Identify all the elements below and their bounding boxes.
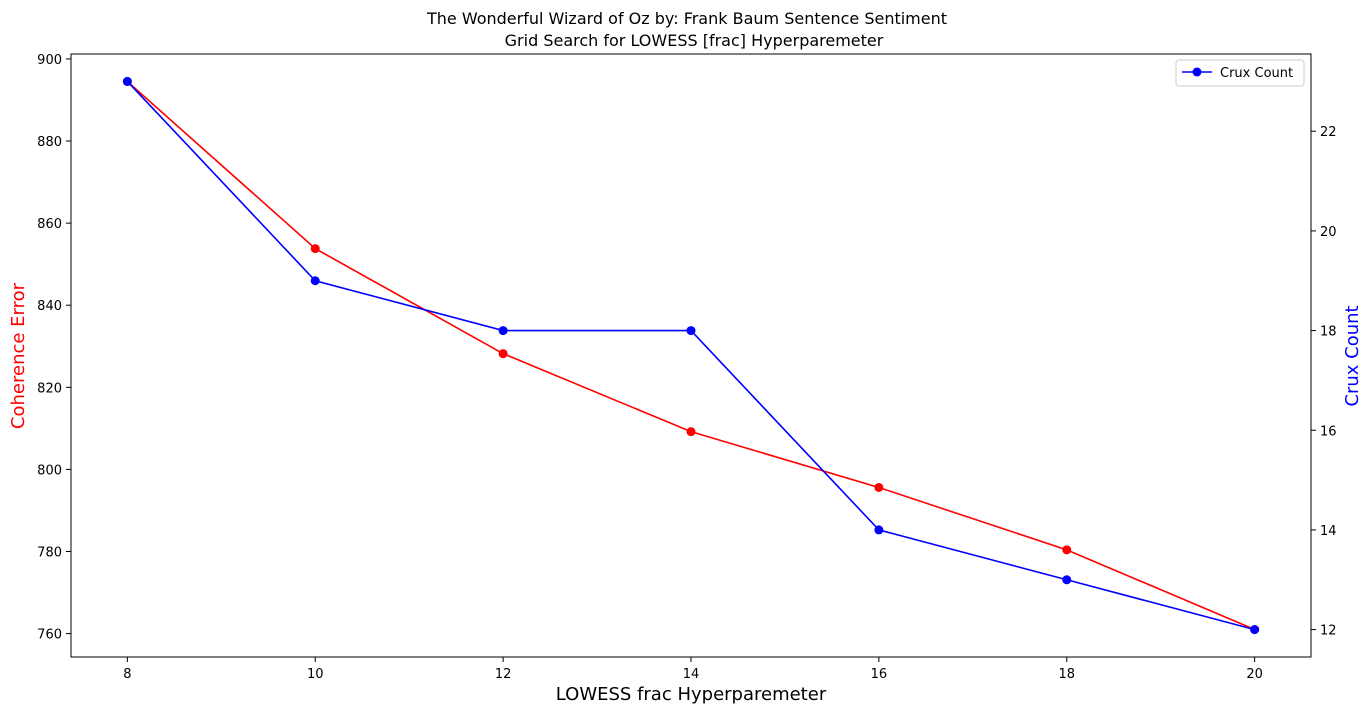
y-axis-right-label: Crux Count	[1342, 305, 1363, 406]
data-point-crux-count	[498, 326, 508, 336]
chart-subtitle: Grid Search for LOWESS [frac] Hyperparem…	[505, 31, 884, 50]
y-left-tick-label: 840	[37, 299, 62, 314]
data-point-crux-count	[310, 276, 320, 286]
x-axis: 8 10 12 14 16 18 20	[123, 657, 1263, 682]
plot-frame	[70, 53, 1312, 658]
y-axis-left: 760 780 800 820 840 860 880 900	[37, 53, 71, 643]
y-right-tick-label: 16	[1320, 424, 1337, 439]
legend-box	[1175, 59, 1305, 87]
y-right-tick-label: 22	[1320, 125, 1337, 140]
chart-title: The Wonderful Wizard of Oz by: Frank Bau…	[426, 9, 947, 28]
y-left-tick-label: 880	[37, 135, 62, 150]
data-point-coherence-error	[498, 349, 508, 359]
y-right-tick-label: 12	[1320, 624, 1337, 639]
y-left-tick-label: 780	[37, 546, 62, 561]
data-point-coherence-error	[686, 427, 696, 437]
x-tick-label: 12	[495, 667, 512, 682]
x-axis-label: LOWESS frac Hyperparemeter	[556, 684, 827, 705]
series-layer	[122, 76, 1260, 635]
legend-marker	[1192, 67, 1202, 77]
y-left-tick-label: 860	[37, 217, 62, 232]
data-point-crux-count	[1062, 575, 1072, 585]
data-point-crux-count	[686, 326, 696, 336]
legend: Crux Count	[1175, 59, 1305, 87]
data-point-coherence-error	[310, 244, 320, 254]
x-tick-label: 18	[1058, 667, 1075, 682]
series-line-crux-count	[126, 80, 1255, 631]
y-left-tick-label: 820	[37, 381, 62, 396]
y-left-tick-label: 800	[37, 463, 62, 478]
x-tick-label: 8	[123, 667, 131, 682]
data-point-coherence-error	[1062, 545, 1072, 555]
y-left-tick-label: 900	[37, 53, 62, 68]
x-tick-label: 20	[1246, 667, 1263, 682]
legend-label: Crux Count	[1220, 66, 1293, 81]
y-axis-right: 12 14 16 18 20 22	[1311, 125, 1337, 639]
y-right-tick-label: 18	[1320, 325, 1337, 340]
x-tick-label: 10	[307, 667, 324, 682]
data-point-crux-count	[1250, 625, 1260, 635]
data-point-crux-count	[122, 76, 132, 86]
y-right-tick-label: 14	[1320, 524, 1337, 539]
y-left-tick-label: 760	[37, 628, 62, 643]
y-right-tick-label: 20	[1320, 225, 1337, 240]
x-tick-label: 14	[683, 667, 700, 682]
x-tick-label: 16	[871, 667, 888, 682]
series-line-coherence-error	[126, 80, 1255, 631]
data-point-crux-count	[874, 525, 884, 535]
y-axis-left-label: Coherence Error	[8, 282, 29, 429]
data-point-coherence-error	[874, 482, 884, 492]
